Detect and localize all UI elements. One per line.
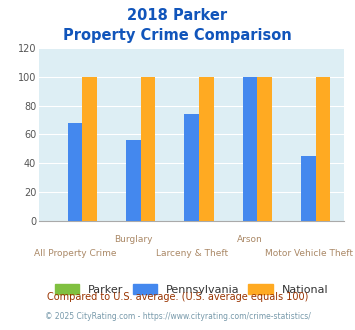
Text: © 2025 CityRating.com - https://www.cityrating.com/crime-statistics/: © 2025 CityRating.com - https://www.city… <box>45 312 310 321</box>
Text: Motor Vehicle Theft: Motor Vehicle Theft <box>264 249 353 258</box>
Text: Property Crime Comparison: Property Crime Comparison <box>63 28 292 43</box>
Bar <box>301 156 316 221</box>
Bar <box>257 77 272 221</box>
Bar <box>82 77 97 221</box>
Bar <box>199 77 214 221</box>
Bar <box>243 77 257 221</box>
Bar <box>184 114 199 221</box>
Bar <box>316 77 331 221</box>
Text: All Property Crime: All Property Crime <box>34 249 116 258</box>
Bar <box>67 123 82 221</box>
Text: 2018 Parker: 2018 Parker <box>127 8 228 23</box>
Text: Burglary: Burglary <box>114 235 153 244</box>
Text: Larceny & Theft: Larceny & Theft <box>155 249 228 258</box>
Bar <box>126 140 141 221</box>
Text: Compared to U.S. average. (U.S. average equals 100): Compared to U.S. average. (U.S. average … <box>47 292 308 302</box>
Bar <box>141 77 155 221</box>
Legend: Parker, Pennsylvania, National: Parker, Pennsylvania, National <box>55 284 328 295</box>
Text: Arson: Arson <box>237 235 263 244</box>
